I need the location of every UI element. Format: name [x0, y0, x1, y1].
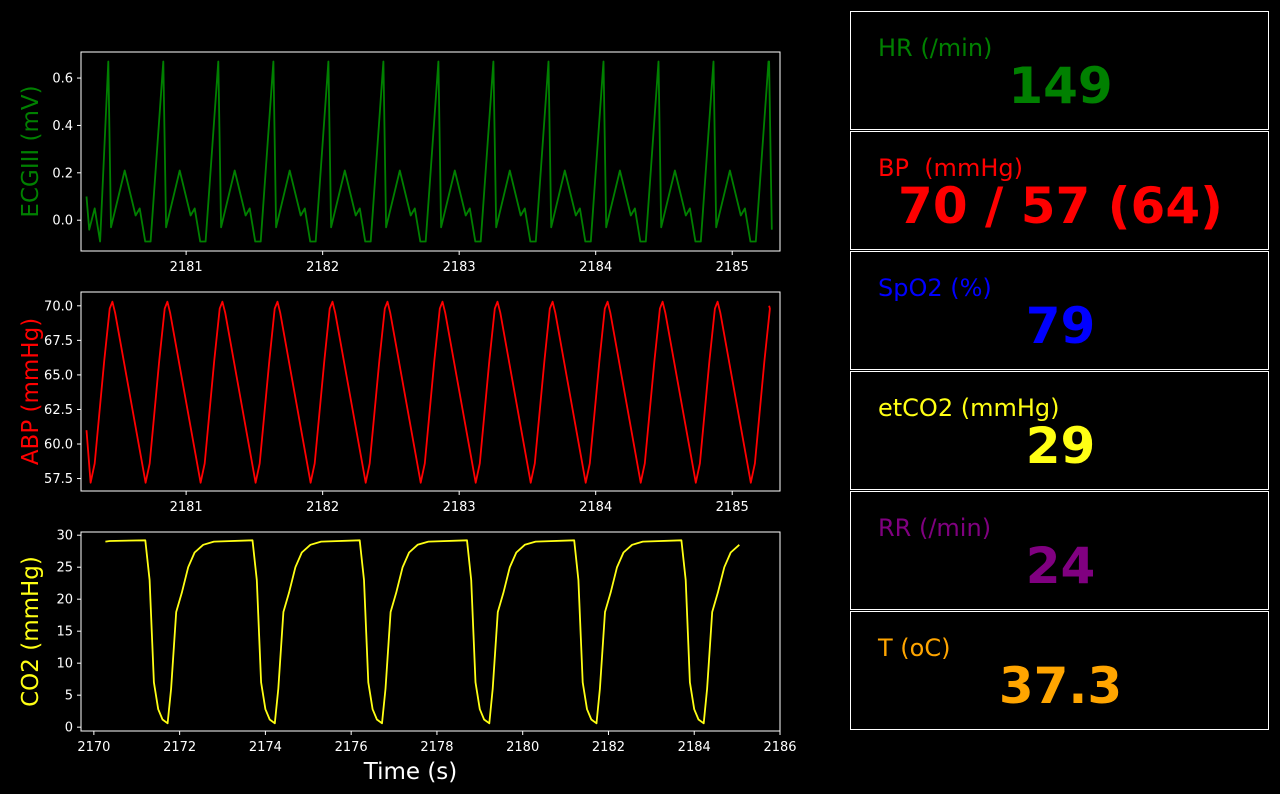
rr-label: RR (/min) — [878, 514, 992, 542]
abp-series-line — [85, 300, 771, 484]
bp-panel: BP (mmHg) 70 / 57 (64) — [850, 131, 1269, 250]
y-tick-label: 10 — [56, 657, 73, 672]
y-tick-label: 57.5 — [44, 472, 73, 487]
etco2-panel: etCO2 (mmHg) 29 — [850, 371, 1269, 490]
x-tick-label: 2185 — [716, 260, 749, 275]
y-tick-label: 62.5 — [44, 403, 73, 418]
x-tick-label: 2183 — [443, 500, 476, 515]
hr-panel: HR (/min) 149 — [850, 11, 1269, 130]
x-tick-label: 2172 — [163, 740, 196, 755]
x-tick-label: 2184 — [678, 740, 711, 755]
spo2-panel: SpO2 (%) 79 — [850, 251, 1269, 370]
temp-value: 37.3 — [998, 657, 1123, 715]
y-tick-label: 5 — [65, 689, 73, 704]
co2-series-line — [105, 539, 740, 725]
x-tick-label: 2184 — [579, 260, 612, 275]
x-tick-label: 2186 — [763, 740, 796, 755]
x-tick-label: 2180 — [506, 740, 539, 755]
y-tick-label: 20 — [56, 593, 73, 608]
abp-plot: 2181 2182 2183 2184 2185 57.5 60.0 62.5 65.0 67.5… — [18, 291, 781, 515]
co2-plot: 2170 2172 2174 2176 2178 2180 2182 2184 2186 0 5 10… — [18, 529, 797, 785]
x-tick-label: 2182 — [306, 500, 339, 515]
x-tick-label: 2181 — [170, 260, 203, 275]
temp-panel: T (oC) 37.3 — [850, 611, 1269, 730]
x-tick-label: 2185 — [716, 500, 749, 515]
temp-label: T (oC) — [878, 634, 951, 662]
x-tick-label: 2183 — [443, 260, 476, 275]
y-tick-label: 70.0 — [44, 299, 73, 314]
x-tick-label: 2182 — [306, 260, 339, 275]
rr-panel: RR (/min) 24 — [850, 491, 1269, 610]
ecg-series-line — [85, 60, 773, 243]
rr-value: 24 — [1025, 537, 1096, 595]
etco2-value: 29 — [1025, 417, 1096, 475]
y-tick-label: 0 — [65, 721, 73, 736]
y-tick-label: 0.2 — [52, 166, 73, 181]
x-tick-label: 2184 — [579, 500, 612, 515]
x-tick-label: 2181 — [170, 500, 203, 515]
x-tick-label: 2174 — [249, 740, 282, 755]
hr-label: HR (/min) — [878, 34, 993, 62]
x-axis-label: Time (s) — [363, 759, 458, 785]
y-tick-label: 65.0 — [44, 368, 73, 383]
abp-axes-frame — [80, 291, 781, 492]
y-tick-label: 25 — [56, 561, 73, 576]
etco2-label: etCO2 (mmHg) — [878, 394, 1060, 422]
y-tick-label: 0.6 — [52, 72, 73, 87]
bp-value: 70 / 57 (64) — [898, 177, 1223, 235]
y-tick-label: 60.0 — [44, 438, 73, 453]
x-tick-label: 2178 — [420, 740, 453, 755]
y-tick-label: 0.4 — [52, 119, 73, 134]
hr-value: 149 — [1008, 57, 1113, 115]
ecg-y-axis-label: ECGIII (mV) — [18, 85, 44, 217]
y-tick-label: 15 — [56, 625, 73, 640]
y-tick-label: 30 — [56, 529, 73, 544]
y-tick-label: 67.5 — [44, 334, 73, 349]
co2-y-axis-label: CO2 (mmHg) — [18, 556, 44, 707]
x-tick-label: 2182 — [592, 740, 625, 755]
spo2-label: SpO2 (%) — [878, 274, 992, 302]
ecg-axes-frame — [80, 51, 781, 252]
waveform-charts: 2181 2182 2183 2184 2185 0.0 0.2 0.4 0.6 ECGIII (… — [18, 51, 797, 785]
co2-axes-frame — [80, 531, 781, 732]
abp-y-axis-label: ABP (mmHg) — [18, 318, 44, 465]
ecg-plot: 2181 2182 2183 2184 2185 0.0 0.2 0.4 0.6 ECGIII (… — [18, 51, 781, 275]
x-tick-label: 2176 — [335, 740, 368, 755]
spo2-value: 79 — [1025, 297, 1096, 355]
bp-label: BP (mmHg) — [878, 154, 1023, 182]
x-tick-label: 2170 — [77, 740, 110, 755]
y-tick-label: 0.0 — [52, 214, 73, 229]
